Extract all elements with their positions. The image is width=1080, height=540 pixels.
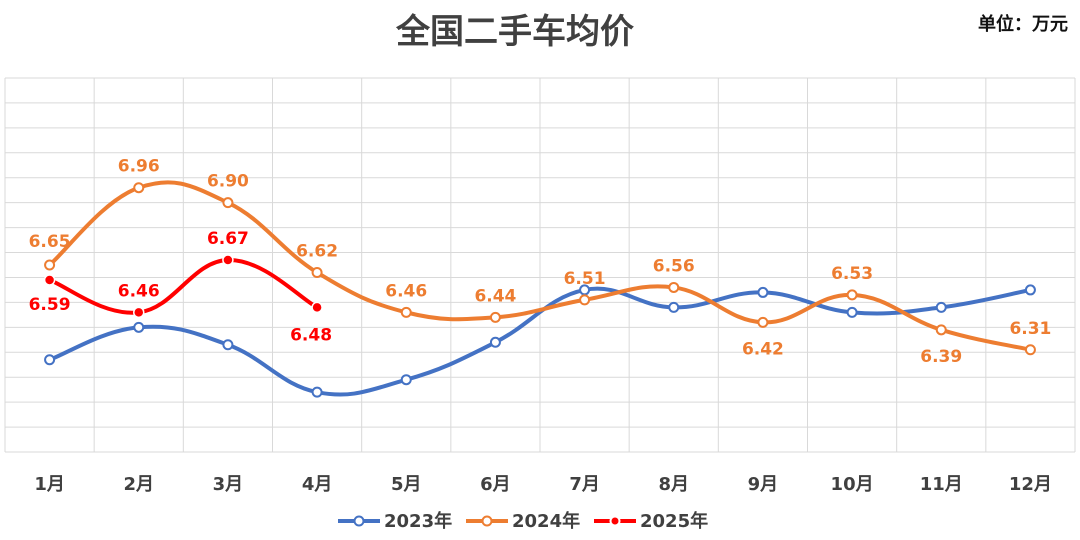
data-point [1024, 344, 1036, 356]
data-point [311, 266, 323, 278]
x-tick-label: 1月 [34, 474, 65, 495]
x-tick-label: 4月 [302, 474, 333, 495]
series-line-2025年 [47, 258, 320, 315]
data-label: 6.39 [920, 347, 962, 367]
data-point [222, 254, 234, 266]
data-label: 6.96 [118, 157, 160, 177]
data-point [757, 286, 769, 298]
legend-swatch-marker [481, 515, 493, 527]
x-tick-label: 11月 [920, 474, 963, 495]
x-tick-label: 2月 [123, 474, 154, 495]
data-point [1024, 284, 1036, 296]
legend-swatch-marker [353, 515, 365, 527]
data-point [668, 281, 680, 293]
data-point [846, 289, 858, 301]
data-point [311, 386, 323, 398]
data-point [400, 374, 412, 386]
data-point [311, 301, 323, 314]
data-label: 6.53 [831, 264, 873, 284]
grid-lines [4, 77, 1076, 453]
x-tick-label: 7月 [569, 474, 600, 495]
data-label: 6.62 [296, 241, 338, 261]
legend: 2023年 2024年 2025年 [338, 510, 708, 532]
data-point [133, 182, 145, 194]
x-tick-labels: 1月 2月 3月 4月 5月 6月 7月 8月 9月 10月 11月 12月 [34, 474, 1052, 495]
chart-title: 全国二手车均价 [396, 12, 634, 52]
data-label: 6.56 [653, 256, 695, 276]
data-label: 6.67 [207, 229, 249, 249]
data-label: 6.65 [29, 232, 71, 252]
x-tick-label: 8月 [658, 474, 689, 495]
data-label: 6.46 [118, 281, 160, 301]
x-tick-label: 5月 [391, 474, 422, 495]
legend-label: 2025年 [640, 510, 708, 532]
data-point [489, 336, 501, 348]
data-point [400, 306, 412, 318]
data-point [43, 274, 56, 286]
data-point [757, 316, 769, 328]
data-point [935, 324, 947, 336]
data-point [489, 311, 501, 323]
x-tick-label: 9月 [748, 474, 779, 495]
data-label: 6.59 [29, 295, 71, 315]
data-label: 6.51 [564, 269, 606, 289]
data-point [935, 301, 947, 313]
data-label: 6.46 [385, 281, 427, 301]
x-tick-label: 6月 [480, 474, 511, 495]
data-point [133, 321, 145, 333]
x-tick-label: 10月 [831, 474, 874, 495]
series-points [43, 182, 1036, 398]
legend-label: 2024年 [512, 510, 580, 532]
data-point [44, 259, 56, 271]
data-point [222, 339, 234, 351]
data-label: 6.44 [474, 286, 516, 306]
x-tick-label: 12月 [1009, 474, 1052, 495]
unit-label: 单位：万元 [978, 14, 1068, 35]
data-point [668, 301, 680, 313]
data-label: 6.31 [1009, 319, 1051, 339]
legend-swatch-marker [609, 515, 621, 527]
data-label: 6.48 [290, 325, 332, 345]
data-label: 6.42 [742, 339, 784, 359]
series-line-2024年 [47, 180, 1033, 352]
data-label: 6.90 [207, 172, 249, 192]
data-point [579, 294, 591, 306]
data-point [222, 197, 234, 209]
legend-label: 2023年 [384, 510, 452, 532]
data-point [44, 354, 56, 366]
data-point [846, 306, 858, 318]
data-labels: 6.65 6.96 6.90 6.62 6.46 6.44 6.51 6.56 6.42 6.53… [29, 157, 1052, 367]
data-point [133, 306, 145, 319]
x-tick-label: 3月 [213, 474, 244, 495]
